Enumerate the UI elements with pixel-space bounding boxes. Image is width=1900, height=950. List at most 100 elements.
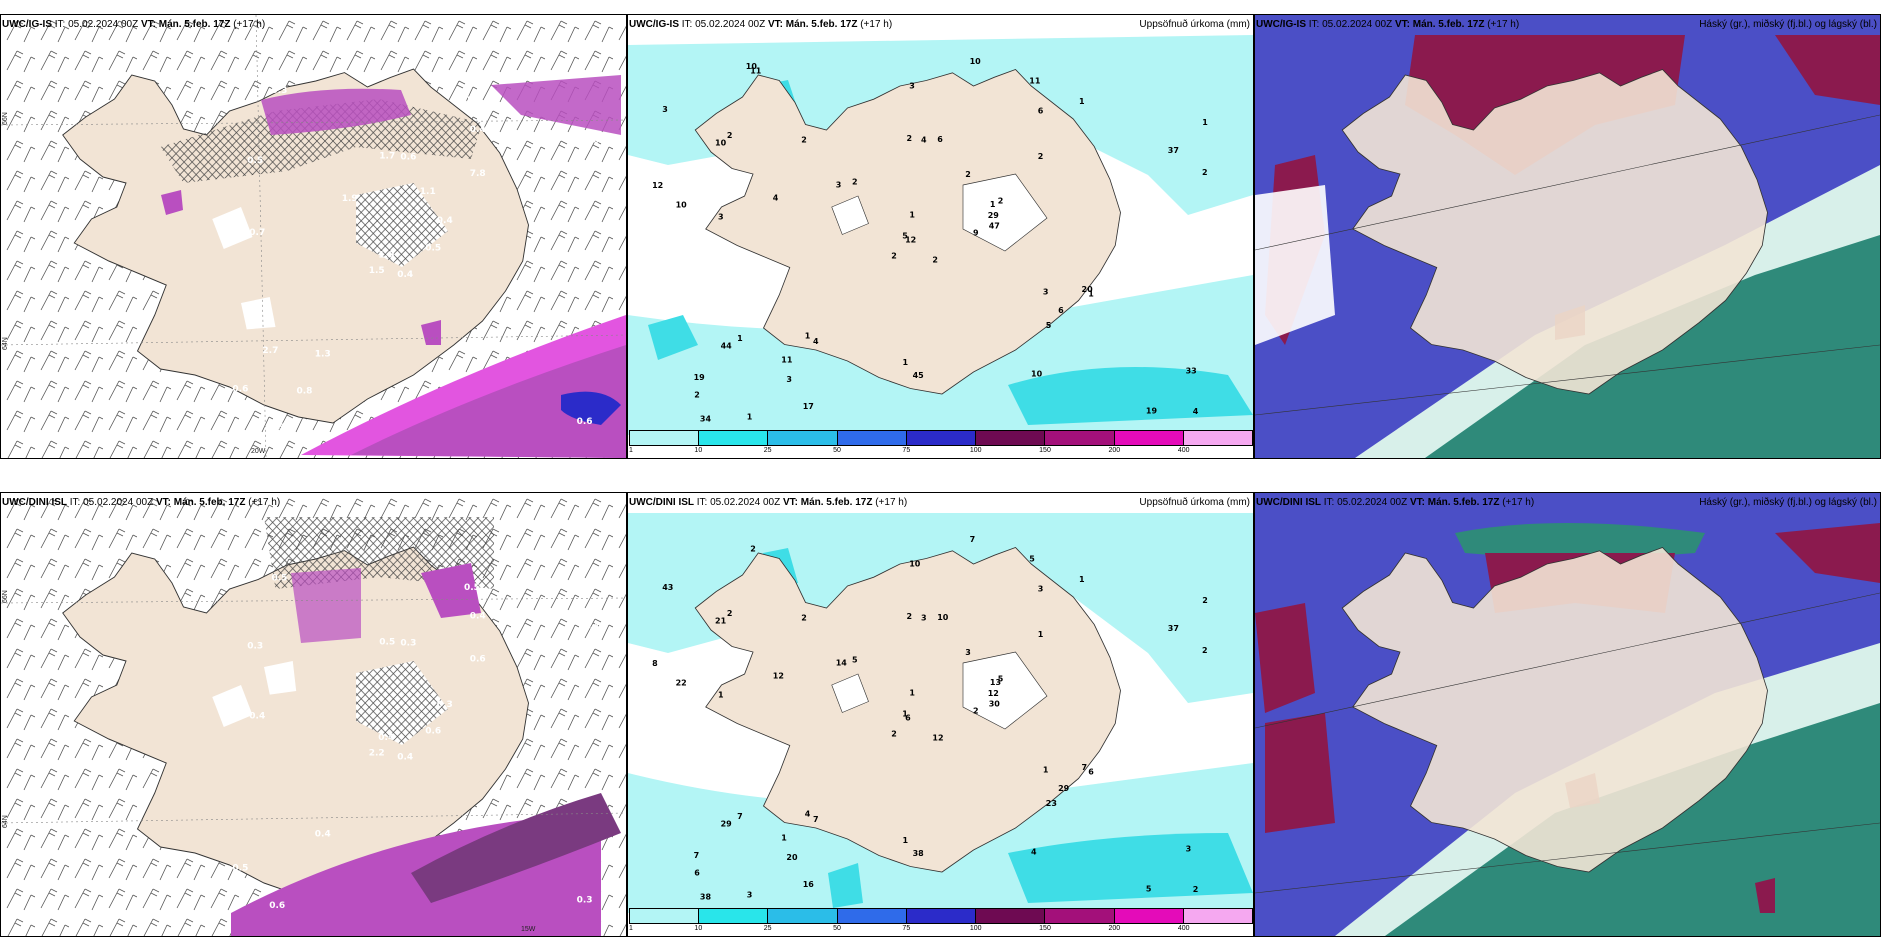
value-label: 44 bbox=[721, 342, 733, 351]
value-label: 0.4 bbox=[437, 216, 453, 226]
legend-tick: 400 bbox=[1177, 447, 1190, 454]
field-title: Uppsöfnuð úrkoma (mm) bbox=[1139, 19, 1250, 30]
value-label: 0.5 bbox=[425, 243, 441, 253]
legend-tick: 200 bbox=[1108, 447, 1121, 454]
legend-tick: 1 bbox=[629, 447, 633, 454]
value-label: 13 bbox=[990, 678, 1001, 687]
legend-swatch bbox=[837, 431, 907, 445]
value-label: 0.5 bbox=[232, 864, 248, 874]
value-label: 2 bbox=[1202, 596, 1208, 605]
value-label: 1 bbox=[1079, 97, 1085, 106]
field-title: Uppsöfnuð úrkoma (mm) bbox=[1139, 497, 1250, 508]
value-label: 6 bbox=[1038, 107, 1044, 116]
panel-title: UWC/DINI ISL IT: 05.02.2024 00Z VT: Mán.… bbox=[629, 497, 908, 508]
value-label: 1.0 bbox=[378, 250, 394, 260]
legend-swatch bbox=[768, 909, 838, 923]
legend-swatch bbox=[630, 431, 700, 445]
value-label: 12 bbox=[988, 689, 999, 698]
value-label: 2 bbox=[694, 391, 700, 400]
panel-ig-is-wind: 0.4 0.5 1.0 0.6 0.4 1.3 0.4 0.6 0.4 0.5 0.3 0.6 0.7 2… bbox=[0, 14, 627, 459]
legend-tick: 400 bbox=[1177, 925, 1190, 932]
value-label: 0.5 bbox=[272, 574, 288, 584]
value-label: 0.6 bbox=[470, 654, 486, 664]
value-label: 1 bbox=[909, 211, 915, 220]
value-label: 11 bbox=[1029, 76, 1041, 85]
legend-swatch bbox=[768, 431, 838, 445]
legend-tick: 75 bbox=[902, 447, 911, 454]
value-label: 4 bbox=[805, 810, 811, 819]
value-label: 1 bbox=[1043, 765, 1049, 774]
value-label: 2 bbox=[891, 730, 897, 739]
value-label: 1 bbox=[737, 334, 743, 343]
map-clouds bbox=[1255, 15, 1880, 458]
value-label: 0.9 bbox=[233, 401, 249, 411]
map-precip: 2101219141166911431221221223421231032511… bbox=[628, 15, 1253, 458]
value-label: 10 bbox=[676, 201, 688, 210]
value-label: 3 bbox=[718, 212, 724, 221]
value-label: 43 bbox=[662, 583, 673, 592]
value-label: 0.5 bbox=[247, 156, 263, 166]
value-label: 4 bbox=[813, 337, 819, 346]
value-label: 17 bbox=[803, 402, 814, 411]
value-label: 2 bbox=[932, 256, 938, 265]
value-label: 1 bbox=[747, 413, 753, 422]
panel-title: UWC/IG-IS IT: 05.02.2024 00Z VT: Mán. 5.… bbox=[629, 19, 893, 30]
value-label: 37 bbox=[1168, 624, 1179, 633]
value-label: 0.6 bbox=[400, 153, 416, 163]
value-label: 4 bbox=[1031, 848, 1037, 857]
value-label: 0.4 bbox=[249, 712, 265, 722]
value-label: 1 bbox=[1079, 575, 1085, 584]
value-label: 0.7 bbox=[249, 228, 265, 238]
value-label: 29 bbox=[1058, 784, 1070, 793]
value-label: 47 bbox=[989, 222, 1000, 231]
value-label: 7 bbox=[1082, 763, 1088, 772]
lat-label-64: 64N bbox=[2, 337, 9, 350]
value-label: 5 bbox=[902, 231, 908, 240]
value-label: 2 bbox=[973, 706, 979, 715]
legend-tick: 1 bbox=[629, 925, 633, 932]
value-label: 5 bbox=[1146, 884, 1152, 893]
value-label: 1.1 bbox=[420, 187, 436, 197]
legend-swatch bbox=[1114, 431, 1184, 445]
value-label: 10 bbox=[909, 559, 921, 568]
value-label: 0.6 bbox=[232, 384, 248, 394]
panel-dini-wind: 0.4 0.3 0.4 0.5 0.3 0.4 0.5 0.3 0.4 0.6 0.5 0.3 0.4 0… bbox=[0, 492, 627, 937]
value-label: 3 bbox=[1186, 844, 1192, 853]
value-label: 10 bbox=[715, 138, 727, 147]
value-label: 2 bbox=[852, 178, 858, 187]
value-label: 29 bbox=[721, 820, 733, 829]
legend-swatch bbox=[837, 909, 907, 923]
value-label: 1 bbox=[909, 689, 915, 698]
lon-label-15w: 15W bbox=[521, 926, 536, 933]
value-label: 1 bbox=[1038, 630, 1044, 639]
value-label: 1.3 bbox=[315, 349, 331, 359]
value-label: 10 bbox=[1031, 370, 1043, 379]
value-label: 23 bbox=[1046, 799, 1057, 808]
value-label: 6 bbox=[694, 869, 700, 878]
value-label: 33 bbox=[1186, 366, 1197, 375]
value-label: 9 bbox=[973, 228, 979, 237]
value-label: 2 bbox=[1038, 152, 1044, 161]
field-title: Háský (gr.), miðský (fj.bl.) og lágský (… bbox=[1699, 19, 1877, 30]
legend-swatch bbox=[1183, 431, 1252, 445]
value-label: 2 bbox=[907, 134, 913, 143]
value-label: 12 bbox=[773, 672, 784, 681]
legend-swatch bbox=[1045, 431, 1115, 445]
value-label: 34 bbox=[700, 415, 712, 424]
value-label: 12 bbox=[905, 235, 916, 244]
value-label: 6 bbox=[905, 713, 911, 722]
legend-swatch bbox=[630, 909, 700, 923]
value-label: 20 bbox=[786, 853, 798, 862]
panel-dini-clouds: UWC/DINI ISL IT: 05.02.2024 00Z VT: Mán.… bbox=[1254, 492, 1881, 937]
value-label: 16 bbox=[803, 880, 815, 889]
value-label: 1.7 bbox=[379, 152, 395, 162]
panel-title: UWC/DINI ISL IT: 05.02.2024 00Z VT: Mán.… bbox=[2, 497, 281, 508]
value-label: 29 bbox=[988, 211, 1000, 220]
value-label: 0.5 bbox=[464, 583, 480, 593]
map-wind-snow: 0.4 0.5 1.0 0.6 0.4 1.3 0.4 0.6 0.4 0.5 0.3 0.6 0.7 2… bbox=[1, 15, 626, 458]
value-label: 1 bbox=[903, 358, 909, 367]
panel-dini-precip: 12 21 6 7 13 7 5 10 3 2 2 2 1 2 2 1 3 2 3 7 5 6 20 3 5 6 2 10 22 1 2 1 1… bbox=[627, 492, 1254, 937]
map-wind-snow: 0.40.30.40.50.30.40.50.30.40.60.50.30.40… bbox=[1, 493, 626, 936]
value-label: 1 bbox=[805, 332, 811, 341]
map-clouds bbox=[1255, 493, 1880, 936]
